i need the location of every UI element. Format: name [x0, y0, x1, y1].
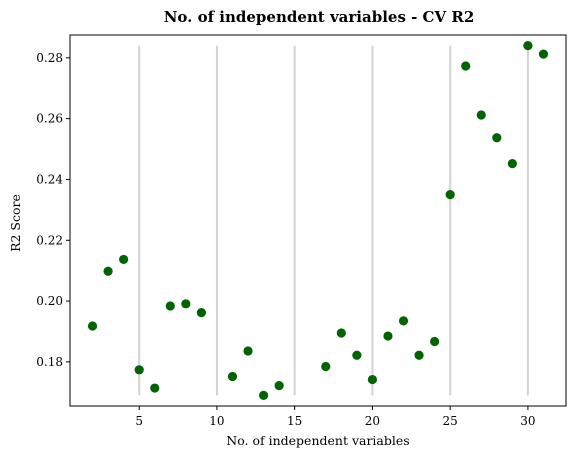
x-tick-label-2: 15: [287, 414, 302, 428]
data-point-12: [321, 361, 331, 372]
y-tick-label-3: 0.24: [36, 172, 63, 186]
data-point-4: [150, 383, 160, 393]
data-point-2: [119, 254, 129, 265]
data-point-17: [398, 316, 409, 326]
y-tick-label-4: 0.26: [36, 112, 63, 126]
x-tick-label-1: 10: [209, 414, 224, 428]
data-point-23: [492, 133, 502, 143]
data-point-21: [461, 61, 471, 71]
data-point-13: [336, 328, 346, 338]
x-axis-ticks: 5 10 15 20 25 30: [135, 406, 536, 428]
data-point-16: [383, 331, 393, 341]
data-point-7: [196, 308, 206, 318]
x-tick-label-5: 30: [520, 414, 535, 428]
y-tick-label-5: 0.28: [36, 51, 63, 65]
x-tick-label-3: 20: [365, 414, 380, 428]
y-tick-label-0: 0.18: [36, 355, 63, 369]
y-axis-label: R2 Score: [8, 194, 23, 252]
data-point-1: [103, 266, 113, 276]
plot-frame: [69, 34, 567, 407]
y-tick-label-1: 0.20: [36, 294, 63, 308]
data-point-26: [538, 49, 549, 59]
data-point-18: [414, 350, 424, 360]
data-point-0: [87, 321, 98, 331]
data-points: [87, 41, 549, 400]
data-point-9: [243, 346, 253, 356]
y-tick-label-2: 0.22: [36, 233, 63, 247]
data-point-24: [507, 159, 517, 169]
data-point-14: [352, 350, 362, 360]
x-axis-label: No. of independent variables: [226, 433, 409, 448]
vertical-reference-lines: [138, 45, 529, 396]
data-point-3: [134, 365, 144, 375]
chart-title: No. of independent variables - CV R2: [164, 8, 475, 26]
data-point-5: [165, 301, 175, 311]
x-tick-label-0: 5: [135, 414, 143, 428]
data-point-20: [445, 190, 455, 200]
data-point-10: [258, 390, 269, 400]
data-point-22: [476, 110, 486, 120]
data-point-6: [181, 299, 191, 309]
y-axis-ticks: 0.18 0.20 0.22 0.24 0.26 0.28: [36, 51, 70, 369]
data-point-11: [274, 381, 284, 391]
data-point-25: [523, 41, 533, 51]
data-point-19: [430, 336, 440, 347]
data-point-8: [227, 371, 238, 382]
x-tick-label-4: 25: [443, 414, 458, 428]
data-point-15: [367, 374, 378, 385]
